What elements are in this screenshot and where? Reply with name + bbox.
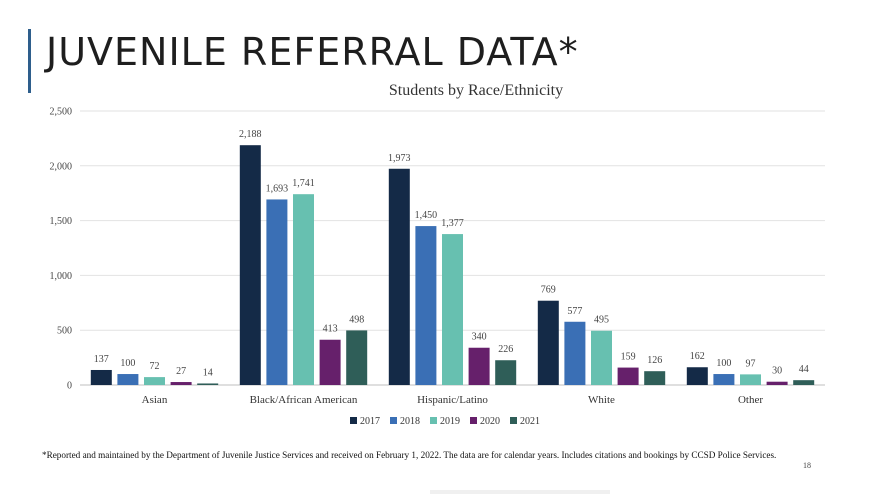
- legend-label: 2020: [480, 416, 500, 427]
- bar-2017: [239, 145, 261, 385]
- bar-2019: [740, 374, 761, 385]
- bar-2017: [388, 168, 410, 385]
- data-label: 1,693: [266, 183, 289, 194]
- y-tick-label: 1,500: [50, 216, 73, 227]
- legend-swatch-2019: [430, 417, 437, 424]
- bar-2018: [564, 321, 586, 385]
- category-label: White: [588, 394, 615, 406]
- bar-2019: [591, 330, 612, 385]
- slide-title: JUVENILE REFERRAL DATA*: [46, 30, 579, 74]
- data-label: 159: [621, 352, 636, 363]
- data-label: 769: [541, 285, 556, 296]
- bar-2020: [617, 367, 639, 385]
- bar-2021: [495, 360, 517, 385]
- data-label: 577: [567, 306, 582, 317]
- data-label: 97: [746, 358, 756, 369]
- data-label: 126: [647, 355, 662, 366]
- legend-label: 2018: [400, 416, 420, 427]
- legend-label: 2017: [360, 416, 380, 427]
- data-label: 413: [323, 324, 338, 335]
- bar-2018: [415, 226, 437, 385]
- data-label: 137: [94, 354, 109, 365]
- bar-2019: [442, 234, 463, 385]
- bar-2019: [144, 377, 165, 385]
- legend-swatch-2017: [350, 417, 357, 424]
- y-tick-label: 1,000: [50, 271, 73, 282]
- legend-swatch-2020: [470, 417, 477, 424]
- data-label: 30: [772, 366, 782, 377]
- data-label: 1,973: [388, 153, 411, 164]
- data-label: 100: [716, 358, 731, 369]
- bar-2020: [170, 382, 192, 385]
- bar-2017: [537, 300, 559, 385]
- data-label: 72: [150, 361, 160, 372]
- category-label: Black/African American: [250, 394, 358, 406]
- bar-2018: [117, 374, 139, 385]
- data-label: 495: [594, 315, 609, 326]
- bar-2017: [90, 369, 112, 385]
- data-label: 44: [799, 364, 809, 375]
- bar-2020: [319, 339, 341, 385]
- category-label: Asian: [142, 394, 168, 406]
- bar-2020: [766, 381, 788, 385]
- data-label: 2,188: [239, 129, 262, 140]
- bar-2021: [346, 330, 368, 385]
- bar-2021: [197, 383, 219, 385]
- data-label: 340: [472, 332, 487, 343]
- legend-swatch-2021: [510, 417, 517, 424]
- bar-2018: [713, 374, 735, 385]
- category-label: Other: [738, 394, 763, 406]
- data-label: 14: [203, 367, 213, 378]
- bar-2021: [793, 380, 815, 385]
- bar-2021: [644, 371, 666, 385]
- legend-label: 2019: [440, 416, 460, 427]
- y-tick-label: 2,000: [50, 161, 73, 172]
- page-number: 18: [803, 461, 811, 470]
- legend-swatch-2018: [390, 417, 397, 424]
- data-label: 27: [176, 366, 186, 377]
- bar-2018: [266, 199, 288, 385]
- data-label: 162: [690, 351, 705, 362]
- data-label: 1,741: [292, 178, 315, 189]
- data-label: 498: [349, 314, 364, 325]
- bottom-decoration: [430, 490, 610, 494]
- bar-2020: [468, 347, 490, 385]
- legend-label: 2021: [520, 416, 540, 427]
- data-label: 1,450: [415, 210, 438, 221]
- y-tick-label: 500: [57, 326, 72, 337]
- chart-title: Students by Race/Ethnicity: [388, 82, 564, 99]
- title-accent-bar: [28, 29, 31, 93]
- bar-chart: 0 500 1,000 1,500 2,000 2,500 137 100 72 27 14 Asia…: [50, 107, 825, 427]
- y-tick-label: 2,500: [50, 107, 73, 118]
- data-label: 1,377: [441, 218, 464, 229]
- category-label: Hispanic/Latino: [417, 394, 488, 406]
- data-label: 226: [498, 344, 513, 355]
- data-label: 100: [120, 358, 135, 369]
- bar-2017: [686, 367, 708, 385]
- y-tick-label: 0: [67, 381, 72, 392]
- footnote: *Reported and maintained by the Departme…: [42, 450, 777, 460]
- bar-2019: [293, 194, 314, 385]
